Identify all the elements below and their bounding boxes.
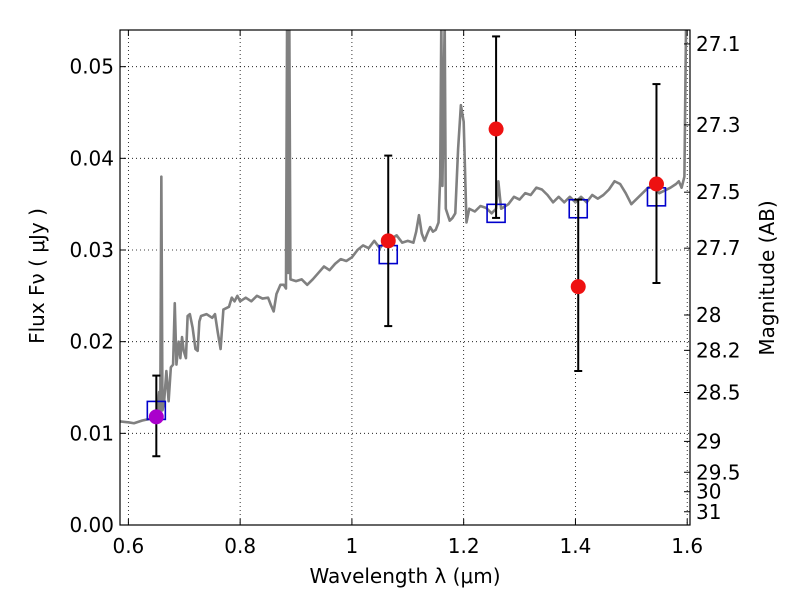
- x-tick-label: 1: [346, 534, 359, 558]
- y-tick-label: 0.02: [69, 330, 114, 354]
- y2-tick-label: 27.3: [696, 113, 741, 137]
- x-axis-label: Wavelength λ (μm): [309, 564, 500, 588]
- observed-point: [380, 233, 396, 249]
- spectrum-line: [120, 30, 688, 425]
- y2-tick-label: 28: [696, 303, 721, 327]
- y-tick-label: 0.01: [69, 421, 114, 445]
- ticks: 0.6 0.8 1 1.2 1.4 1.6 0.00 0.01 0.02 0.03 0.04 0.05…: [69, 30, 741, 558]
- observed-point: [488, 121, 504, 137]
- plot-area: [120, 30, 688, 458]
- y2-axis-label: Magnitude (AB): [755, 200, 779, 355]
- y2-tick-label: 27.5: [696, 180, 741, 204]
- y-axis-label: Flux Fν ( μJy ): [25, 208, 49, 344]
- y2-tick-label: 30: [696, 480, 721, 504]
- x-tick-label: 1.6: [671, 534, 703, 558]
- y-tick-label: 0.04: [69, 146, 114, 170]
- x-tick-label: 0.8: [224, 534, 256, 558]
- y2-tick-label: 29.5: [696, 460, 741, 484]
- observed-point: [648, 176, 664, 192]
- x-tick-label: 0.6: [112, 534, 144, 558]
- x-tick-label: 1.4: [560, 534, 592, 558]
- y-tick-label: 0.00: [69, 513, 114, 537]
- grid: [120, 30, 690, 526]
- observed-point: [148, 409, 164, 425]
- y-tick-label: 0.03: [69, 238, 114, 262]
- y2-tick-label: 27.7: [696, 236, 741, 260]
- y2-tick-label: 28.2: [696, 338, 741, 362]
- y2-tick-label: 27.1: [696, 32, 741, 56]
- observed-point: [570, 279, 586, 295]
- y2-tick-label: 31: [696, 500, 721, 524]
- x-tick-label: 1.2: [448, 534, 480, 558]
- plot-frame: [119, 29, 691, 526]
- y2-tick-label: 29: [696, 429, 721, 453]
- y2-tick-label: 28.5: [696, 381, 741, 405]
- y-tick-label: 0.05: [69, 55, 114, 79]
